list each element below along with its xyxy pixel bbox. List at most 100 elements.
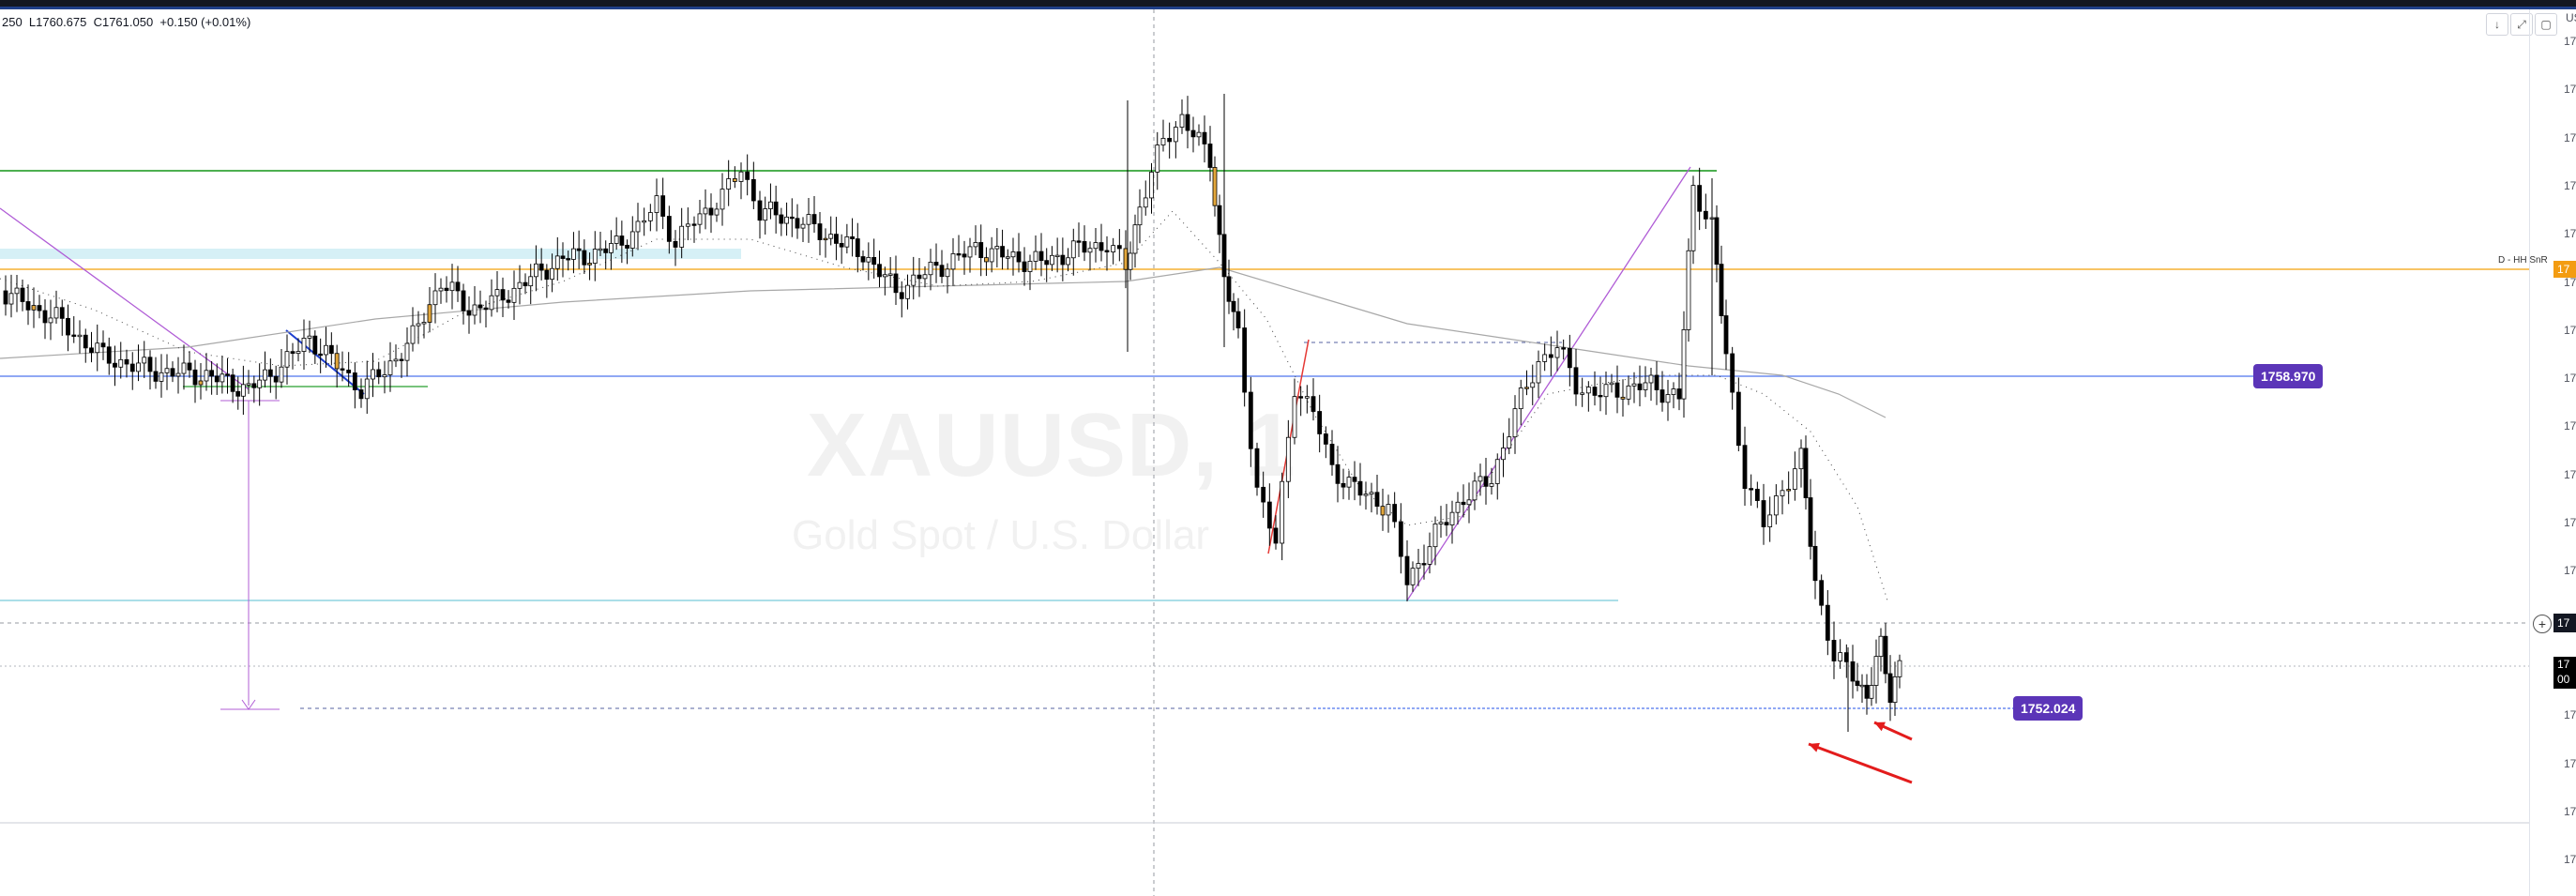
screenshot-icon[interactable]: ▢ [2535,13,2557,36]
candle-body [489,295,494,311]
demand-zone [0,249,741,259]
candle-body [1132,224,1138,254]
candle-body [1016,251,1022,263]
candle-body [989,248,994,263]
candle-body [945,268,950,278]
price-chart[interactable] [0,9,2576,896]
candle-body [1681,329,1687,400]
candle-body [1392,504,1398,523]
candle-body [1671,388,1676,395]
level-badge-lower[interactable]: 1752.024 [2013,696,2084,721]
trend-line-up [1406,166,1691,601]
candle-body [1099,242,1104,251]
candle-body [89,347,94,354]
price-axis-tick: 17 [2564,419,2576,433]
candle-body [1892,676,1898,704]
candle-body [1352,477,1357,482]
price-axis-tick: 17 [2564,372,2576,386]
candle-body [550,267,554,281]
candle-body [364,378,370,400]
candle-body [83,334,88,349]
candle-body [1472,480,1477,501]
candle-body [1298,396,1304,399]
price-axis-tick: 17 [2564,130,2576,144]
candle-body [1542,354,1548,362]
price-axis-border [2529,9,2530,896]
candle-body [635,220,641,233]
level-badge-upper[interactable]: 1758.970 [2253,364,2324,388]
candle-body [159,372,164,382]
price-axis-tick: 17 [2564,467,2576,481]
candle-body [461,290,466,311]
candle-body [1665,394,1671,403]
candle-body [1631,383,1637,387]
candle-body [1561,347,1567,350]
candle-body [654,195,659,213]
candle-body [511,287,517,303]
candle-body [251,383,257,388]
candle-body [1466,499,1472,506]
candle-body [71,334,77,337]
candle-body [410,325,416,344]
candle-body [1143,197,1148,208]
candle-body [48,317,53,324]
candle-body [1548,354,1553,358]
candle-body [1311,396,1316,412]
candle-body [1438,522,1444,524]
candle-body [619,235,625,246]
candle-body [352,372,357,390]
candle-body [1808,497,1813,547]
candle-body [399,358,404,361]
candle-body [1786,489,1792,492]
candle-body [1637,383,1643,390]
candle-body [625,244,629,249]
candle-body [438,287,444,292]
candle-body [592,249,598,264]
candle-body [642,220,647,223]
candle-body [1242,327,1248,393]
candle-body [295,351,301,355]
candle-body [566,258,571,261]
candle-body [1803,448,1809,498]
candle-body [738,171,744,182]
candle-body [1697,185,1703,212]
candle-body [1455,501,1461,513]
candle-body [142,357,147,364]
scroll-down-icon[interactable]: ↓ [2486,13,2508,36]
candle-body [811,214,817,224]
candle-body [506,299,511,303]
candle-body [382,374,387,378]
candle-body [763,208,768,221]
price-axis-tick: 17 [2564,756,2576,770]
candle-body [1897,660,1902,677]
candle-body [371,369,375,380]
candle-body [214,375,220,383]
candle-body [1380,506,1386,516]
price-axis-tick: 17 [2564,83,2576,97]
candle-body [956,253,962,256]
candle-body [198,380,204,386]
red-arrow-left [1808,742,1913,784]
candle-body [204,370,209,382]
red-arrow-left-head [1809,742,1820,752]
candle-body [1027,261,1033,272]
candle-body [1598,395,1603,398]
candle-body [1530,382,1536,388]
candle-body [1676,388,1682,400]
candle-body [1719,264,1724,316]
candle-body [1066,257,1070,266]
candle-body [1449,511,1455,525]
candle-body [1643,382,1648,390]
add-alert-icon[interactable]: + [2533,615,2552,633]
candle-body [1022,261,1027,272]
candle-body [1033,251,1038,262]
candle-body [404,342,410,361]
candle-body [1202,131,1207,144]
candle-body [1050,254,1054,266]
candle-body [273,375,279,383]
candle-body [1483,476,1489,487]
candle-body [1873,656,1879,686]
candle-body [1780,490,1785,496]
candle-body [1859,684,1865,688]
candle-body [1489,483,1494,487]
